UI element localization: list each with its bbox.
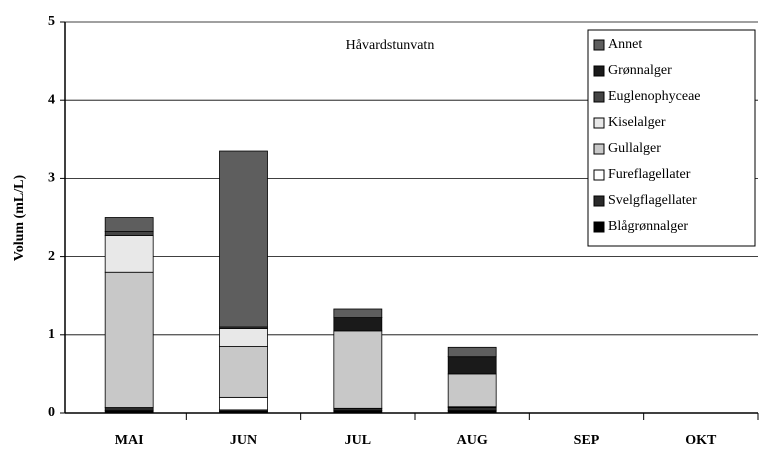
bar-segment [333, 330, 383, 409]
legend-swatch [593, 221, 605, 233]
y-tick-label: 5 [48, 14, 55, 29]
y-tick-label: 2 [48, 249, 55, 264]
bar-segment [447, 346, 497, 358]
legend-label: Kiselalger [608, 115, 666, 130]
legend-swatch [593, 39, 605, 51]
bar-segment [447, 373, 497, 408]
bar-segment [104, 217, 154, 232]
legend-swatch [593, 143, 605, 155]
bar-segment [104, 271, 154, 408]
legend-label: Fureflagellater [608, 167, 691, 182]
bar-segment [104, 235, 154, 273]
annotation: Håvardstunvatn [346, 38, 435, 53]
legend-box [587, 29, 756, 247]
legend-swatch [593, 169, 605, 181]
x-tick-label: SEP [574, 433, 600, 448]
y-axis-label: Volum (mL/L) [12, 175, 27, 262]
x-tick-label: JUN [230, 433, 257, 448]
y-tick-label: 3 [48, 171, 55, 186]
legend-swatch [593, 117, 605, 129]
bar-segment [219, 150, 268, 328]
bar-segment [219, 346, 268, 398]
x-tick-label: AUG [457, 433, 488, 448]
legend-label: Blågrønnalger [608, 219, 688, 234]
legend-label: Grønnalger [608, 63, 672, 78]
bar-segment [447, 407, 497, 412]
y-tick-label: 0 [48, 405, 55, 420]
legend-swatch [593, 195, 605, 207]
bar-segment [333, 308, 383, 318]
legend-swatch [593, 65, 605, 77]
y-tick-label: 1 [48, 327, 55, 342]
x-tick-label: MAI [115, 433, 144, 448]
bar-segment [104, 231, 154, 236]
bar-segment [219, 328, 268, 347]
bar-segment [219, 396, 268, 411]
x-tick-label: JUL [345, 433, 371, 448]
legend-label: Euglenophyceae [608, 89, 701, 104]
bar-segment [104, 407, 154, 412]
bar-segment [333, 317, 383, 332]
legend-label: Gullalger [608, 141, 661, 156]
x-tick-label: OKT [685, 433, 717, 448]
legend-label: Annet [608, 37, 642, 52]
bar-segment [447, 356, 497, 375]
legend-swatch [593, 91, 605, 103]
y-tick-label: 4 [48, 92, 55, 107]
legend-label: Svelgflagellater [608, 193, 697, 208]
